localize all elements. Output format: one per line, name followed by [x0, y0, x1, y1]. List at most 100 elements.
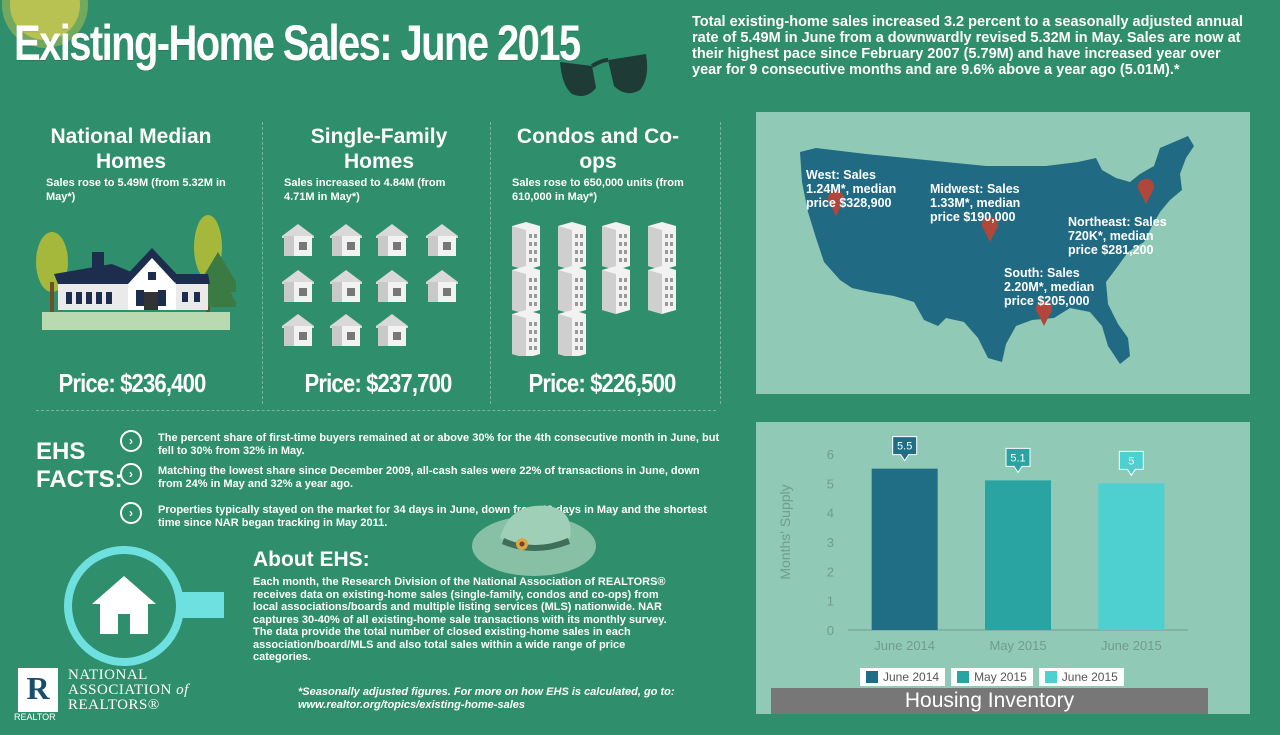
y-tick-label: 0: [827, 623, 834, 638]
page-title: Existing-Home Sales: June 2015: [14, 15, 581, 71]
national-median-price: Price: $236,400: [58, 368, 207, 398]
bars: 5.5 June 2014 5.1 May 2015 5 June 2015: [871, 436, 1165, 653]
region-midwest-line3: price $190,000: [930, 210, 1016, 224]
fact-text: Matching the lowest share since December…: [158, 465, 700, 490]
region-west-line1: West: Sales: [806, 168, 876, 182]
about-text: Each month, the Research Division of the…: [253, 576, 667, 663]
single-family-heading: Single-Family Homes: [310, 125, 448, 173]
bar: [985, 480, 1051, 630]
region-label-west: West: Sales 1.24M*, median price $328,90…: [806, 168, 896, 210]
region-south-line2: 2.20M*, median: [1004, 280, 1095, 294]
sun-hat-illustration: [472, 505, 596, 576]
housing-inventory-panel: Months' Supply 0 1 2 3 4 5 6 5.5 June 2014 5.1 Ma…: [756, 422, 1250, 714]
condo-buildings-icon-grid: [512, 222, 676, 356]
facts-title-line1: EHS: [36, 438, 86, 465]
footnote-link[interactable]: www.realtor.org/topics/existing-home-sal…: [298, 699, 525, 711]
single-family-text: Sales increased to 4.84M (from 4.71M in …: [284, 177, 446, 203]
chevron-right-icon: ›: [120, 430, 142, 452]
realtor-logo-caption: REALTOR: [14, 712, 56, 722]
national-median-heading: National Median Homes: [50, 125, 212, 173]
data-label: 5: [1128, 455, 1134, 467]
legend-item: May 2015: [951, 668, 1033, 686]
legend-label: June 2015: [1061, 670, 1118, 684]
nar-line2: ASSOCIATION of: [68, 683, 189, 698]
map-pins: [828, 178, 1154, 326]
facts-title: EHS FACTS:: [36, 438, 123, 494]
region-label-midwest: Midwest: Sales 1.33M*, median price $190…: [930, 182, 1020, 224]
region-northeast-line2: 720K*, median: [1068, 229, 1154, 243]
bar: [1098, 483, 1165, 630]
data-label: 5.5: [897, 441, 912, 453]
nar-line1: NATIONAL: [68, 667, 148, 683]
nar-line3: REALTORS®: [68, 697, 160, 713]
region-midwest-line1: Midwest: Sales: [930, 182, 1020, 196]
map-pin-south-icon: [1036, 300, 1052, 326]
footnote: *Seasonally adjusted figures. For more o…: [298, 686, 718, 712]
single-family-price: Price: $237,700: [304, 368, 453, 398]
data-label-bubble: [1118, 450, 1144, 477]
legend-item: June 2015: [1038, 668, 1124, 686]
condos-heading: Condos and Co-ops: [516, 125, 680, 173]
fact-item: › The percent share of first-time buyers…: [120, 430, 720, 458]
us-map: [800, 136, 1194, 364]
data-label-bubble: [1005, 447, 1031, 474]
region-south-line3: price $205,000: [1004, 294, 1090, 308]
legend-item: June 2014: [860, 668, 946, 686]
y-ticks: 0 1 2 3 4 5 6: [827, 447, 834, 638]
map-pin-west-icon: [828, 190, 844, 216]
housing-inventory-chart: Months' Supply 0 1 2 3 4 5 6 5.5 June 2014 5.1 Ma…: [777, 436, 1188, 653]
fact-text: Properties typically stayed on the marke…: [158, 504, 707, 529]
nar-wordmark: NATIONAL ASSOCIATION of REALTORS®: [68, 668, 189, 713]
column-divider: [262, 122, 263, 404]
y-tick-label: 4: [827, 506, 834, 521]
y-tick-label: 1: [827, 594, 834, 609]
fact-text: The percent share of first-time buyers r…: [158, 432, 720, 457]
y-axis-label: Months' Supply: [777, 484, 793, 579]
legend-label: June 2014: [883, 670, 940, 684]
house-illustration: [36, 215, 236, 330]
bar: [871, 468, 938, 630]
facts-title-line2: FACTS:: [36, 466, 123, 493]
us-map-shape: [800, 136, 1194, 364]
region-northeast-line1: Northeast: Sales: [1068, 215, 1167, 229]
legend-swatch: [866, 671, 878, 683]
region-northeast-line3: price $281,200: [1068, 243, 1154, 257]
condos-text: Sales rose to 650,000 units (from 610,00…: [512, 177, 684, 203]
national-median-text: Sales rose to 5.49M (from 5.32M in May*): [46, 177, 226, 203]
intro-summary: Total existing-home sales increased 3.2 …: [692, 14, 1243, 78]
condos-price: Price: $226,500: [528, 368, 677, 398]
region-midwest-line2: 1.33M*, median: [930, 196, 1021, 210]
map-pin-northeast-icon: [1138, 178, 1154, 204]
chevron-right-icon: ›: [120, 502, 142, 524]
region-south-line1: South: Sales: [1004, 266, 1080, 280]
house-circle-icon: [64, 546, 224, 666]
fact-item: › Matching the lowest share since Decemb…: [120, 463, 720, 491]
regional-map-panel: West: Sales 1.24M*, median price $328,90…: [756, 112, 1250, 394]
x-tick-label: May 2015: [989, 638, 1046, 653]
column-divider: [720, 122, 721, 404]
fact-item: › Properties typically stayed on the mar…: [120, 502, 720, 530]
y-tick-label: 3: [827, 535, 834, 550]
realtor-logo: R: [18, 668, 58, 712]
y-tick-label: 2: [827, 564, 834, 579]
realtor-logo-letter: R: [26, 670, 50, 706]
column-divider: [490, 122, 491, 404]
legend-label: May 2015: [974, 670, 1027, 684]
y-tick-label: 6: [827, 447, 834, 462]
region-label-south: South: Sales 2.20M*, median price $205,0…: [1004, 266, 1094, 308]
x-tick-label: June 2015: [1101, 638, 1162, 653]
data-label-bubble: [892, 436, 918, 462]
footnote-text: *Seasonally adjusted figures. For more o…: [298, 686, 675, 698]
nar-line2-of: of: [176, 682, 189, 698]
map-pin-midwest-icon: [982, 216, 998, 242]
region-west-line2: 1.24M*, median: [806, 182, 897, 196]
nar-line2-text: ASSOCIATION: [68, 682, 172, 698]
data-label: 5.1: [1010, 452, 1025, 464]
chart-legend: June 2014 May 2015 June 2015: [860, 668, 1124, 686]
legend-swatch: [957, 671, 970, 683]
region-west-line3: price $328,900: [806, 196, 892, 210]
legend-swatch: [1044, 671, 1057, 683]
section-divider: [36, 410, 716, 411]
single-family-houses-icon-grid: [282, 224, 458, 346]
sunglasses-icon: [560, 54, 648, 96]
